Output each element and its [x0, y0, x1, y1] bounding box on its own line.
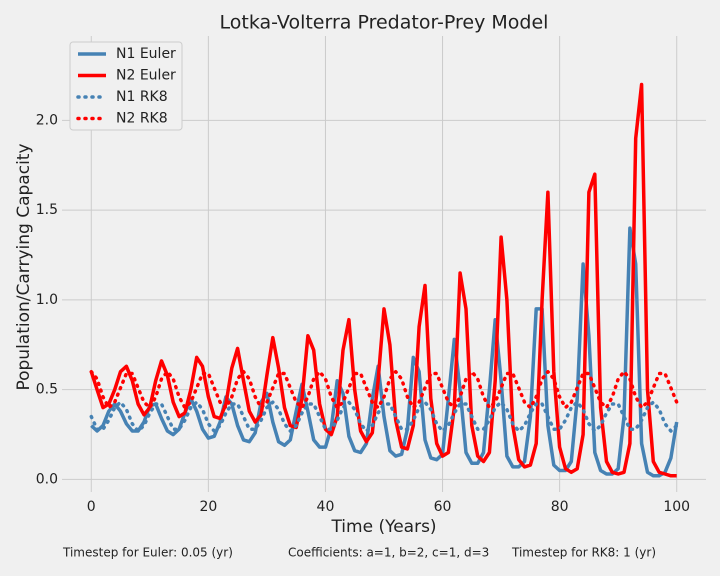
annotation: Timestep for Euler: 0.05 (yr)	[62, 546, 233, 560]
chart-title: Lotka-Volterra Predator-Prey Model	[220, 12, 549, 34]
series-line	[89, 400, 679, 433]
legend-label: N1 RK8	[116, 89, 168, 105]
legend-label: N1 Euler	[116, 46, 176, 62]
y-tick-label: 2.0	[36, 112, 58, 128]
y-tick-label: 1.0	[36, 292, 58, 308]
y-tick-label: 0.0	[36, 471, 58, 487]
x-tick-label: 80	[551, 499, 569, 515]
y-axis-label: Population/Carrying Capacity	[14, 143, 34, 390]
annotation: Timestep for RK8: 1 (yr)	[511, 546, 656, 560]
series-line	[89, 82, 677, 478]
legend-label: N2 Euler	[116, 68, 176, 84]
x-tick-label: 40	[317, 499, 335, 515]
legend-label: N2 RK8	[116, 111, 168, 127]
y-tick-label: 1.5	[36, 202, 58, 218]
y-tick-label: 0.5	[36, 382, 58, 398]
x-tick-label: 60	[434, 499, 452, 515]
x-tick-label: 100	[663, 499, 690, 515]
x-tick-label: 20	[199, 499, 217, 515]
series-line	[89, 369, 679, 410]
x-axis-label: Time (Years)	[330, 517, 436, 537]
annotation: Coefficients: a=1, b=2, c=1, d=3	[288, 546, 489, 560]
x-tick-label: 0	[87, 499, 96, 515]
legend-box	[69, 41, 183, 131]
